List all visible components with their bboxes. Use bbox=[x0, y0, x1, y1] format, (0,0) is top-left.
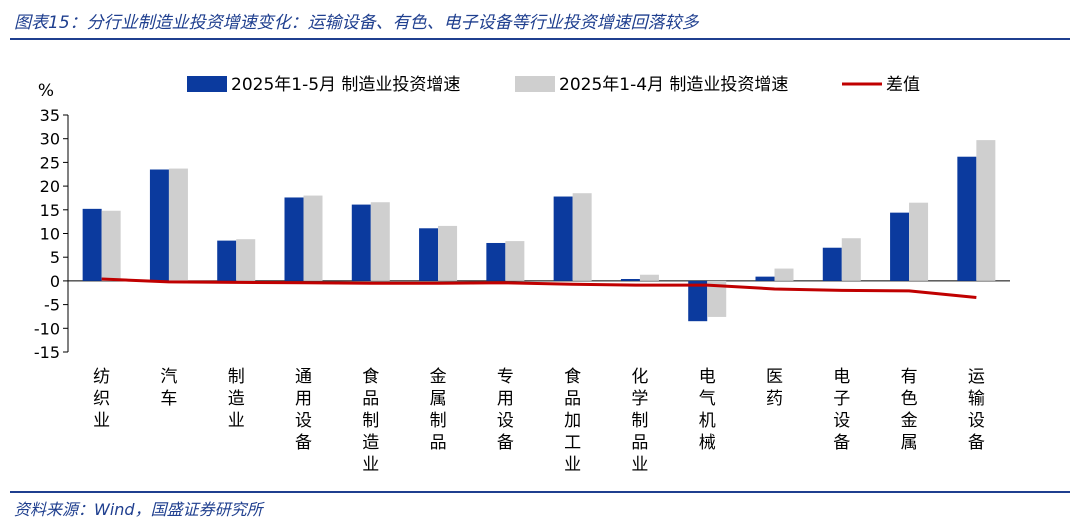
y-tick-label-4: 15 bbox=[40, 201, 60, 220]
legend-swatch-0 bbox=[187, 76, 227, 92]
x-tick-label-1: 汽车 bbox=[160, 367, 177, 409]
y-tick-label-5: 10 bbox=[40, 225, 60, 244]
y-tick-label-10: -15 bbox=[34, 343, 60, 362]
bar-s2-10 bbox=[774, 268, 794, 281]
y-tick-label-0: 35 bbox=[40, 106, 60, 125]
x-tick-label-8: 化学制品业 bbox=[631, 367, 648, 475]
x-tick-label-4: 食品制造业 bbox=[362, 367, 379, 475]
chart-title: 图表15：分行业制造业投资增速变化：运输设备、有色、电子设备等行业投资增速回落较… bbox=[14, 13, 699, 33]
source-divider bbox=[10, 491, 1070, 493]
bar-s2-9 bbox=[707, 280, 727, 317]
bar-s2-6 bbox=[505, 241, 525, 281]
bar-s2-0 bbox=[101, 210, 121, 281]
bar-s2-3 bbox=[303, 195, 323, 281]
bar-s1-1 bbox=[149, 169, 169, 281]
bar-s1-7 bbox=[553, 196, 573, 281]
bar-s1-5 bbox=[419, 228, 439, 281]
diff-line bbox=[101, 277, 977, 299]
legend-swatch-1 bbox=[515, 76, 555, 92]
legend: 2025年1-5月 制造业投资增速 2025年1-4月 制造业投资增速 差值 bbox=[187, 75, 920, 95]
bar-s1-8 bbox=[620, 279, 640, 281]
legend-label-0: 2025年1-5月 制造业投资增速 bbox=[231, 75, 460, 95]
x-tick-label-5: 金属制品 bbox=[430, 367, 447, 453]
title-divider bbox=[10, 38, 1070, 40]
legend-label-1: 2025年1-4月 制造业投资增速 bbox=[559, 75, 788, 95]
bar-s2-5 bbox=[438, 225, 458, 281]
bar-s2-4 bbox=[370, 202, 390, 281]
y-axis: 35 30 25 20 15 10 5 0 -5 -10 -15 bbox=[34, 106, 1010, 362]
x-tick-label-10: 医药 bbox=[766, 367, 783, 409]
bar-s1-12 bbox=[890, 212, 910, 281]
bars bbox=[82, 140, 996, 322]
y-tick-label-3: 20 bbox=[40, 177, 60, 196]
x-tick-label-6: 专用设备 bbox=[497, 367, 514, 453]
x-tick-label-2: 制造业 bbox=[228, 367, 245, 431]
x-tick-label-13: 运输设备 bbox=[968, 367, 985, 453]
x-tick-label-12: 有色金属 bbox=[901, 367, 918, 453]
bar-s1-11 bbox=[822, 247, 842, 281]
bar-s2-1 bbox=[168, 168, 188, 281]
bar-s1-0 bbox=[82, 208, 102, 281]
x-axis-labels: 纺织业 汽车 制造业 通用设备 食品制造业 金属制品 专用设备 食品加工业 化学制品业 电气机械 医… bbox=[93, 367, 985, 475]
bar-s1-2 bbox=[217, 240, 237, 281]
x-tick-label-9: 电气机械 bbox=[699, 367, 716, 453]
x-tick-label-3: 通用设备 bbox=[295, 367, 312, 453]
y-tick-label-2: 25 bbox=[40, 153, 60, 172]
diff-line-layer bbox=[101, 277, 977, 299]
bar-s2-8 bbox=[639, 274, 659, 281]
x-tick-label-7: 食品加工业 bbox=[564, 367, 581, 475]
bar-s1-13 bbox=[957, 156, 977, 281]
legend-label-2: 差值 bbox=[886, 75, 920, 95]
bar-s1-4 bbox=[351, 204, 371, 281]
bar-s2-13 bbox=[976, 140, 996, 281]
y-tick-label-7: 0 bbox=[50, 272, 60, 291]
bar-s1-3 bbox=[284, 197, 304, 281]
y-tick-label-8: -5 bbox=[44, 296, 60, 315]
y-tick-label-1: 30 bbox=[40, 130, 60, 149]
x-tick-label-0: 纺织业 bbox=[93, 367, 110, 431]
y-tick-label-9: -10 bbox=[34, 319, 60, 338]
bar-s2-2 bbox=[236, 239, 256, 281]
bar-s1-6 bbox=[486, 242, 506, 281]
bar-s2-12 bbox=[909, 202, 929, 281]
source-note: 资料来源：Wind，国盛证券研究所 bbox=[14, 500, 263, 519]
y-axis-label: % bbox=[38, 81, 54, 101]
x-tick-label-11: 电子设备 bbox=[833, 367, 850, 453]
bar-s1-10 bbox=[755, 276, 775, 281]
bar-s2-7 bbox=[572, 193, 592, 281]
bar-s2-11 bbox=[841, 238, 861, 281]
y-tick-label-6: 5 bbox=[50, 248, 60, 267]
bar-s1-9 bbox=[688, 280, 708, 322]
